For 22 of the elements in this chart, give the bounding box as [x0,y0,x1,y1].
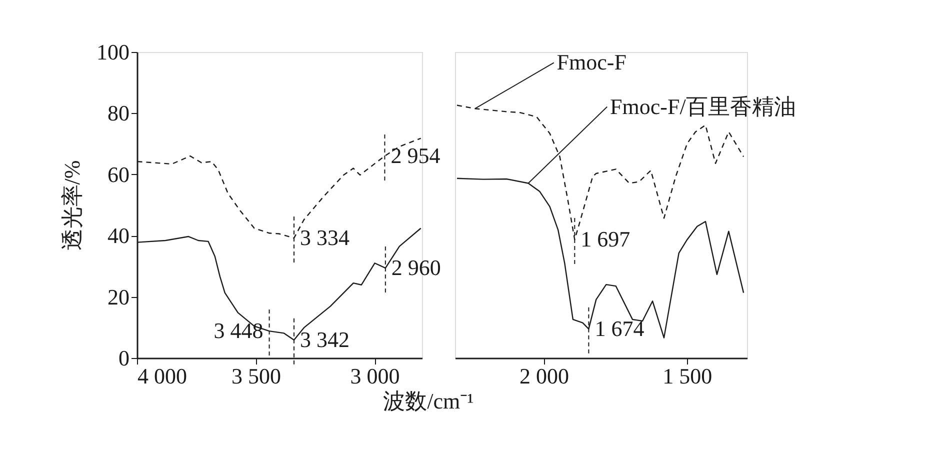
x-tick-label: 3 500 [232,364,281,388]
x-tick-label: 1 500 [662,364,712,388]
y-axis-title: 透光率/% [60,160,84,251]
annotation: 1 697 [580,226,630,252]
annotation: 2 960 [391,255,441,280]
annotation: 1 674 [594,316,644,341]
x-axis-title: 波数/cm⁻¹ [383,388,474,414]
annotation: 2 954 [390,143,440,168]
text: Fmoc-F [556,50,626,75]
text: Fmoc-F/百里香精油 [610,94,796,119]
x-tick-label: 4 000 [138,364,187,388]
y-tick-label: 20 [108,284,130,310]
y-tick-label: 0 [118,346,130,370]
y-tick-label: 80 [108,100,130,126]
annotation: 3 334 [300,225,350,250]
y-tick-label: 40 [108,223,130,248]
y-tick-label: 60 [108,162,130,187]
x-tick-label: 3 000 [350,364,400,388]
x-tick-label: 2 000 [519,364,569,388]
y-tick-label: 100 [96,40,130,64]
annotation: 3 342 [300,326,350,352]
annotation: 3 448 [214,318,264,344]
